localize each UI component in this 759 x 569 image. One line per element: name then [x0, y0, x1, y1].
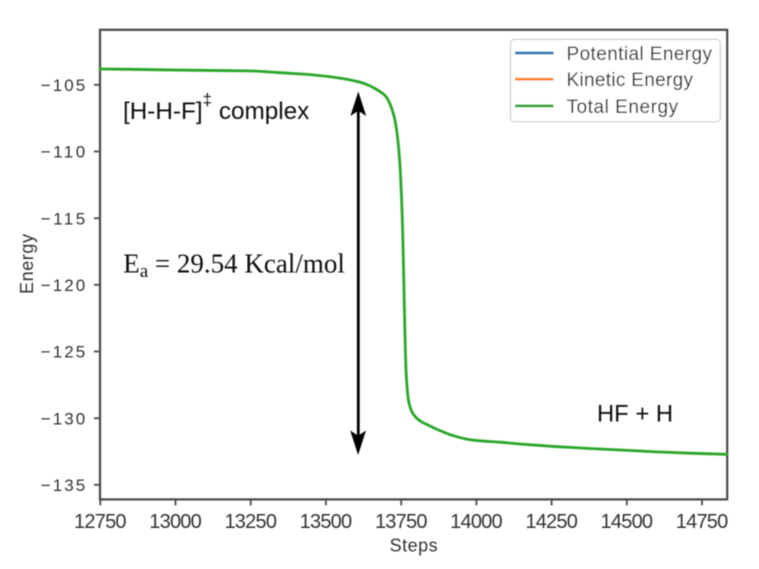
svg-text:13750: 13750 [375, 511, 428, 533]
svg-text:−130: −130 [41, 409, 86, 428]
svg-text:HF + H: HF + H [597, 401, 673, 428]
svg-text:Potential Energy: Potential Energy [567, 44, 713, 65]
svg-text:−115: −115 [41, 209, 86, 228]
svg-text:−120: −120 [41, 276, 86, 295]
svg-text:14750: 14750 [676, 511, 729, 533]
svg-text:13500: 13500 [300, 511, 353, 533]
svg-text:Energy: Energy [17, 234, 37, 294]
svg-text:14250: 14250 [525, 511, 578, 533]
svg-text:−135: −135 [41, 476, 86, 495]
svg-text:Total Energy: Total Energy [567, 97, 679, 118]
svg-text:Kinetic Energy: Kinetic Energy [567, 70, 694, 91]
svg-text:−110: −110 [41, 143, 86, 162]
svg-text:13000: 13000 [149, 511, 202, 533]
svg-text:14000: 14000 [450, 511, 503, 533]
svg-text:Ea = 29.54 Kcal/mol: Ea = 29.54 Kcal/mol [123, 248, 345, 282]
svg-text:−105: −105 [41, 76, 86, 95]
svg-text:−125: −125 [41, 343, 86, 362]
svg-text:[H-H-F]‡ complex: [H-H-F]‡ complex [123, 90, 309, 125]
svg-text:14500: 14500 [601, 511, 654, 533]
svg-text:Steps: Steps [390, 536, 438, 556]
svg-text:13250: 13250 [224, 511, 277, 533]
svg-text:12750: 12750 [74, 511, 127, 533]
